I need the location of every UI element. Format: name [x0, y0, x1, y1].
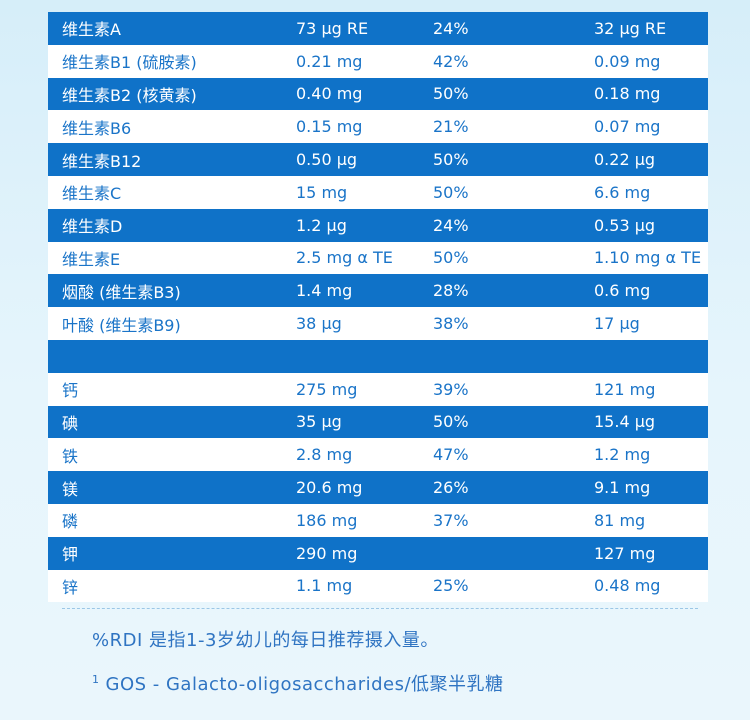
nutrient-name-cell: 烟酸 (维生素B3) [62, 282, 181, 302]
amount-cell: 290 mg [296, 543, 358, 563]
table-row: 钾 290 mg 127 mg [48, 536, 708, 570]
nutrient-name-cell: 维生素B12 [62, 151, 142, 171]
table-row: 维生素E 2.5 mg α TE 50% 1.10 mg α TE [48, 241, 708, 275]
nutrient-name-cell: 钙 [62, 381, 79, 401]
table-row: 维生素B2 (核黄素) 0.40 mg 50% 0.18 mg [48, 77, 708, 111]
rdi-percent-cell: 24% [433, 18, 469, 38]
nutrient-name-cell: 镁 [62, 479, 79, 499]
per-serving-cell: 127 mg [594, 543, 656, 563]
table-row: 磷 186 mg 37% 81 mg [48, 503, 708, 537]
table-row [48, 339, 708, 373]
table-row: 维生素B1 (硫胺素) 0.21 mg 42% 0.09 mg [48, 44, 708, 78]
rdi-footnote: %RDI 是指1-3岁幼儿的每日推荐摄入量。 [92, 630, 439, 651]
table-row: 锌 1.1 mg 25% 0.48 mg [48, 569, 708, 603]
per-serving-cell: 32 μg RE [594, 18, 667, 38]
amount-cell: 20.6 mg [296, 478, 363, 498]
nutrient-name-cell: 维生素E [62, 249, 121, 269]
rdi-percent-cell: 50% [433, 150, 469, 170]
nutrient-name-cell: 锌 [62, 577, 79, 597]
nutrient-name-cell: 磷 [62, 512, 79, 532]
nutrient-name-cell: 碘 [62, 413, 79, 433]
footnote-divider [62, 608, 698, 609]
rdi-percent-cell: 21% [433, 117, 469, 137]
amount-cell: 1.4 mg [296, 281, 353, 301]
amount-cell: 1.1 mg [296, 576, 353, 596]
table-row: 碘 35 μg 50% 15.4 μg [48, 405, 708, 439]
rdi-percent-cell: 25% [433, 576, 469, 596]
per-serving-cell: 0.22 μg [594, 150, 656, 170]
per-serving-cell: 0.53 μg [594, 215, 656, 235]
amount-cell: 0.50 μg [296, 150, 358, 170]
rdi-percent-cell: 50% [433, 248, 469, 268]
amount-cell: 2.5 mg α TE [296, 248, 393, 268]
rdi-percent-cell: 37% [433, 510, 469, 530]
table-row: 铁 2.8 mg 47% 1.2 mg [48, 438, 708, 472]
rdi-percent-cell: 28% [433, 281, 469, 301]
rdi-percent-cell: 26% [433, 478, 469, 498]
rdi-percent-cell: 38% [433, 314, 469, 334]
per-serving-cell: 0.07 mg [594, 117, 661, 137]
table-row: 维生素C 15 mg 50% 6.6 mg [48, 175, 708, 209]
per-serving-cell: 0.18 mg [594, 84, 661, 104]
amount-cell: 0.21 mg [296, 51, 363, 71]
amount-cell: 15 mg [296, 182, 348, 202]
per-serving-cell: 9.1 mg [594, 478, 651, 498]
amount-cell: 0.15 mg [296, 117, 363, 137]
table-row: 维生素D 1.2 μg 24% 0.53 μg [48, 208, 708, 242]
nutrient-name-cell: 维生素B2 (核黄素) [62, 85, 197, 105]
amount-cell: 275 mg [296, 379, 358, 399]
nutrient-name-cell: 维生素D [62, 217, 123, 237]
amount-cell: 73 μg RE [296, 18, 369, 38]
nutrient-name-cell: 铁 [62, 446, 79, 466]
table-row: 镁 20.6 mg 26% 9.1 mg [48, 471, 708, 504]
table-row: 维生素B12 0.50 μg 50% 0.22 μg [48, 143, 708, 176]
nutrient-name-cell: 维生素C [62, 184, 122, 204]
nutrient-name-cell: 维生素B1 (硫胺素) [62, 53, 197, 73]
rdi-percent-cell: 39% [433, 379, 469, 399]
rdi-percent-cell: 50% [433, 412, 469, 432]
per-serving-cell: 0.48 mg [594, 576, 661, 596]
table-row: 钙 275 mg 39% 121 mg [48, 372, 708, 406]
gos-footnote: 1 GOS - Galacto-oligosaccharides/低聚半乳糖 [92, 670, 504, 696]
per-serving-cell: 17 μg [594, 314, 640, 334]
table-row: 维生素B6 0.15 mg 21% 0.07 mg [48, 110, 708, 144]
nutrient-name-cell: 钾 [62, 545, 79, 565]
rdi-percent-cell: 50% [433, 84, 469, 104]
per-serving-cell: 0.09 mg [594, 51, 661, 71]
gos-footnote-text: GOS - Galacto-oligosaccharides/低聚半乳糖 [105, 674, 504, 695]
amount-cell: 35 μg [296, 412, 342, 432]
amount-cell: 2.8 mg [296, 445, 353, 465]
nutrient-name-cell: 维生素A [62, 20, 121, 40]
per-serving-cell: 1.10 mg α TE [594, 248, 702, 268]
nutrient-name-cell: 维生素B6 [62, 118, 132, 138]
table-row: 叶酸 (维生素B9) 38 μg 38% 17 μg [48, 307, 708, 340]
rdi-percent-cell: 50% [433, 182, 469, 202]
nutrition-table: 维生素A 73 μg RE 24% 32 μg RE 维生素B1 (硫胺素) 0.21 m… [48, 12, 708, 603]
amount-cell: 186 mg [296, 510, 358, 530]
per-serving-cell: 6.6 mg [594, 182, 651, 202]
per-serving-cell: 1.2 mg [594, 445, 651, 465]
per-serving-cell: 81 mg [594, 510, 646, 530]
rdi-percent-cell: 42% [433, 51, 469, 71]
amount-cell: 0.40 mg [296, 84, 363, 104]
amount-cell: 1.2 μg [296, 215, 347, 235]
table-row: 维生素A 73 μg RE 24% 32 μg RE [48, 12, 708, 45]
amount-cell: 38 μg [296, 314, 342, 334]
footnote-marker: 1 [92, 673, 100, 686]
per-serving-cell: 0.6 mg [594, 281, 651, 301]
nutrient-name-cell: 叶酸 (维生素B9) [62, 315, 181, 335]
rdi-percent-cell: 24% [433, 215, 469, 235]
per-serving-cell: 121 mg [594, 379, 656, 399]
per-serving-cell: 15.4 μg [594, 412, 656, 432]
table-row: 烟酸 (维生素B3) 1.4 mg 28% 0.6 mg [48, 274, 708, 308]
rdi-percent-cell: 47% [433, 445, 469, 465]
